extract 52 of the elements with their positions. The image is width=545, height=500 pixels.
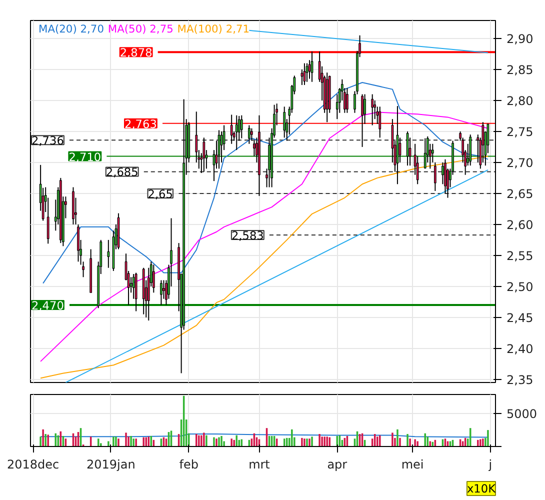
- y-tick-label: 2,80: [506, 94, 534, 108]
- candlestick: [248, 124, 250, 144]
- y-tick-label: 5000: [506, 407, 538, 422]
- candlestick: [371, 94, 374, 126]
- candlestick: [235, 114, 238, 151]
- candlestick: [230, 114, 233, 144]
- candlestick: [160, 280, 162, 306]
- candlestick: [444, 158, 446, 194]
- candlestick: [240, 114, 243, 139]
- y-tick-label: 2,55: [506, 248, 534, 263]
- ref-line-label: 2,583: [231, 228, 264, 242]
- x-tick-label: feb: [179, 458, 198, 472]
- y-tick-label: 2,75: [506, 124, 534, 139]
- text: MA(20) 2,70: [38, 22, 104, 36]
- ref-line-label: 2,470: [32, 298, 64, 313]
- candlestick: [361, 94, 364, 148]
- y-tick-label: 2,40: [506, 342, 534, 356]
- x-tick-label: apr: [327, 458, 348, 472]
- candlestick: [424, 138, 426, 170]
- candlestick: [283, 106, 286, 138]
- y-tick-label: 2,90: [506, 32, 534, 46]
- candlestick: [442, 162, 444, 185]
- candlestick: [132, 274, 135, 300]
- text: x10K: [466, 482, 496, 496]
- y-tick-label: 2,60: [506, 218, 534, 232]
- y-tick-label: 2,70: [506, 156, 534, 170]
- candlestick: [77, 224, 80, 262]
- x-tick-label: mrt: [248, 458, 270, 472]
- ref-line-label: 2,685: [106, 165, 138, 180]
- candlestick: [346, 88, 348, 114]
- y-tick-label: 2,85: [506, 62, 534, 77]
- ref-line-label: 2,736: [32, 134, 64, 148]
- y-tick-label: 2,45: [506, 310, 534, 325]
- ref-line-label: 2,763: [124, 116, 157, 131]
- x-tick-label: mei: [401, 458, 424, 472]
- x-tick-label: 2019jan: [86, 458, 136, 472]
- y-tick-label: 2,65: [506, 186, 534, 201]
- y-tick-label: 2,50: [506, 280, 534, 294]
- ref-line-label: 2,710: [68, 150, 102, 164]
- ref-line-label: 2,878: [120, 46, 152, 60]
- text: MA(100) 2,71: [177, 22, 250, 36]
- x-tick-label: 2018dec: [6, 458, 60, 472]
- candlestick: [378, 106, 382, 138]
- candlestick: [250, 128, 253, 142]
- ref-line-label: 2,65: [148, 186, 173, 201]
- candlestick: [434, 162, 436, 192]
- y-tick-label: 2,35: [506, 372, 534, 387]
- candlestick: [152, 264, 155, 294]
- x-tick-label: j: [488, 458, 492, 472]
- candlestick: [202, 137, 206, 172]
- candlestick: [107, 239, 110, 268]
- text: MA(50) 2,75: [108, 22, 174, 36]
